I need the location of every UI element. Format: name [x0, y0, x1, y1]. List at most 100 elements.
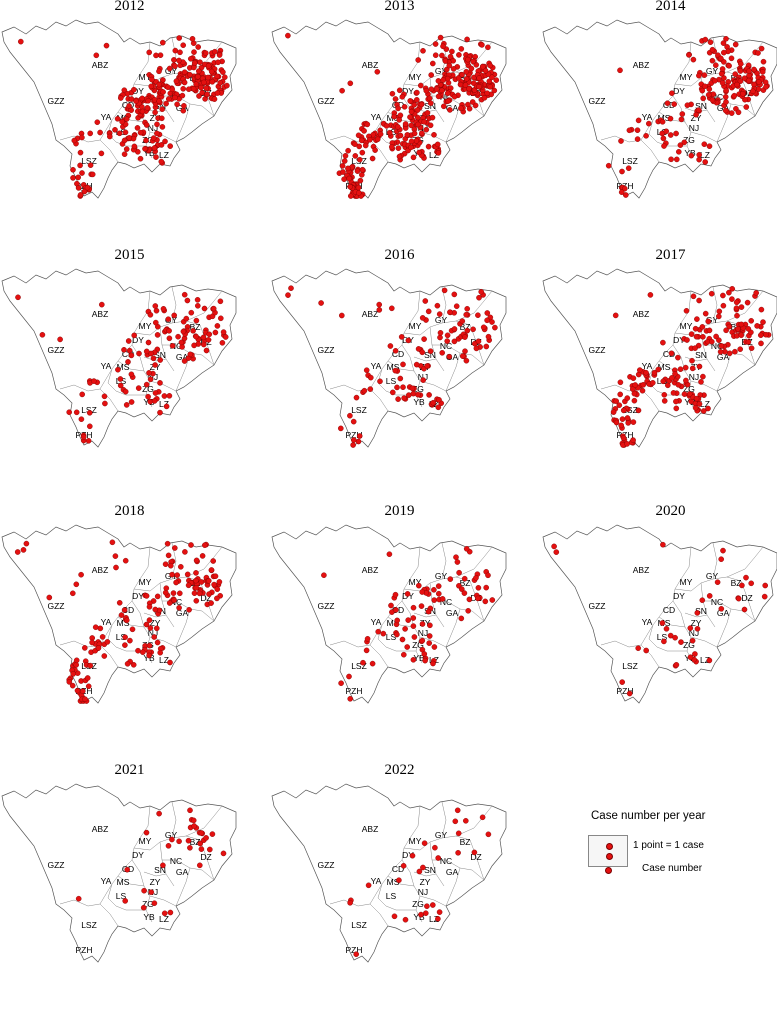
case-point — [361, 128, 367, 134]
case-point — [166, 328, 172, 334]
case-point — [612, 312, 619, 319]
case-point — [87, 130, 93, 137]
case-point — [427, 348, 434, 354]
region-label-ms: MS — [387, 362, 400, 372]
sichuan-map: ABZGZZMYGYBZDYCDDZNCSNGAYAMSZYLSNJZGYBLZ… — [271, 19, 507, 199]
case-point — [409, 852, 416, 859]
case-point — [651, 369, 658, 376]
case-point — [463, 311, 469, 318]
case-point — [679, 111, 686, 117]
case-point — [435, 915, 441, 922]
case-point — [618, 422, 624, 429]
region-label-cd: CD — [663, 605, 675, 615]
region-label-zg: ZG — [412, 640, 424, 650]
case-point — [449, 48, 455, 55]
region-label-dy: DY — [402, 850, 414, 860]
case-point — [425, 143, 432, 150]
case-point — [355, 132, 362, 139]
region-label-zy: ZY — [691, 362, 702, 372]
year-label: 2014 — [655, 0, 686, 14]
case-point — [126, 347, 133, 354]
case-point — [493, 77, 500, 83]
case-point — [737, 61, 744, 67]
case-point — [17, 38, 24, 45]
case-point — [122, 557, 129, 564]
case-point — [447, 576, 454, 582]
case-point — [164, 540, 171, 547]
case-point — [423, 126, 430, 133]
case-point — [416, 868, 423, 875]
region-label-dz: DZ — [470, 852, 481, 862]
case-point — [743, 104, 750, 110]
case-point — [95, 645, 102, 651]
prefecture-border — [600, 135, 660, 163]
case-point — [421, 651, 428, 657]
case-point — [632, 382, 638, 388]
case-point — [172, 63, 178, 70]
case-point — [377, 378, 383, 385]
case-point — [400, 651, 407, 658]
case-point — [400, 361, 406, 368]
case-point — [73, 581, 80, 588]
case-point — [362, 142, 369, 149]
case-point — [711, 78, 718, 84]
case-point — [698, 379, 704, 385]
case-point — [700, 408, 707, 414]
case-point — [364, 636, 371, 642]
case-point — [171, 545, 178, 551]
case-point — [455, 850, 461, 856]
case-point — [156, 81, 162, 88]
case-point — [466, 596, 473, 603]
case-point — [647, 292, 654, 298]
prefecture-border — [674, 320, 742, 336]
case-point — [437, 330, 444, 336]
case-point — [109, 539, 116, 546]
prefecture-border — [377, 624, 416, 652]
case-point — [124, 90, 131, 97]
case-point — [97, 625, 104, 632]
case-point — [428, 86, 435, 92]
map-panel-2016: 2016ABZGZZMYGYBZDYCDDZNCSNGAYAMSZYLSNJZG… — [270, 247, 529, 505]
case-point — [188, 542, 194, 548]
case-point — [185, 86, 192, 92]
region-label-my: MY — [409, 72, 422, 82]
case-point — [122, 634, 128, 640]
case-point — [669, 375, 675, 381]
prefecture-border — [149, 895, 177, 907]
case-point — [729, 296, 735, 302]
region-label-lz: LZ — [159, 914, 169, 924]
case-point — [482, 67, 489, 74]
prefecture-border — [387, 360, 415, 372]
case-point — [112, 127, 118, 133]
case-point — [220, 69, 226, 75]
prefecture-border — [133, 835, 201, 851]
case-point — [126, 103, 132, 109]
case-point — [14, 549, 21, 555]
case-point — [189, 35, 196, 42]
case-point — [421, 336, 427, 342]
case-point — [167, 659, 173, 666]
case-point — [193, 577, 199, 584]
case-point — [762, 79, 769, 85]
case-point — [154, 121, 160, 128]
map-panel-2021: 2021ABZGZZMYGYBZDYCDDZNCSNGAYAMSZYLSNJZG… — [0, 762, 259, 1020]
region-label-dy: DY — [673, 591, 685, 601]
case-point — [160, 862, 166, 869]
province-outline — [1, 268, 237, 448]
case-point — [462, 818, 469, 824]
case-point — [410, 154, 417, 161]
case-point — [157, 357, 163, 363]
case-point — [129, 626, 136, 633]
case-point — [720, 49, 727, 56]
prefecture-border — [143, 871, 167, 877]
case-point — [160, 306, 167, 312]
region-label-gy: GY — [435, 571, 448, 581]
region-label-gy: GY — [165, 66, 178, 76]
case-point — [75, 174, 81, 181]
prefecture-border — [648, 624, 687, 652]
case-point — [174, 101, 180, 108]
case-point — [624, 395, 631, 401]
case-point — [117, 382, 124, 389]
case-point — [395, 105, 401, 112]
case-point — [146, 370, 152, 376]
